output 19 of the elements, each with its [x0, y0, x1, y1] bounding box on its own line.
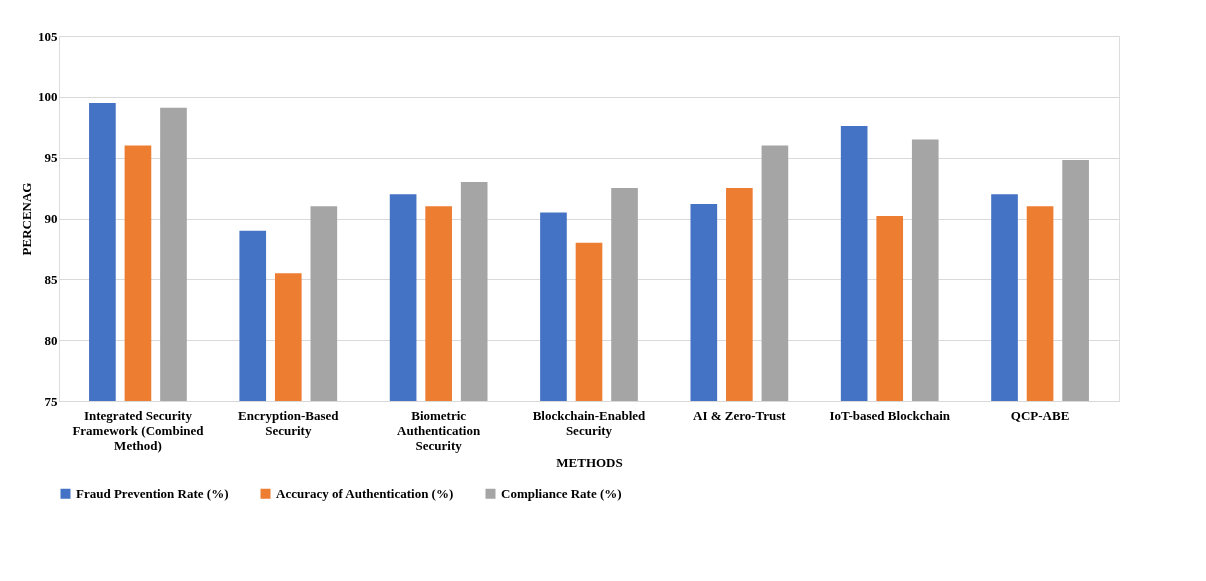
legend-label: Fraud Prevention Rate (%): [76, 485, 229, 501]
x-tick-label: Encryption-Based Security: [238, 407, 340, 438]
y-tick-label: 90: [44, 211, 58, 226]
x-tick-label: Integrated Security Framework (Combined Method): [72, 407, 205, 453]
x-tick-label: Biometric Authentication Security: [397, 407, 481, 453]
y-tick-label: 85: [44, 271, 58, 287]
y-tick-label: 105: [38, 28, 58, 44]
legend-label: Accuracy of Authentication (%): [276, 485, 454, 501]
y-axis-title: PERCENAG: [19, 182, 34, 256]
x-tick-label: IoT-based Blockchain: [829, 407, 951, 423]
x-tick-label: QCP-ABE: [1010, 407, 1070, 423]
x-tick-label: Blockchain-Enabled Security: [532, 407, 647, 438]
y-tick-label: 80: [44, 332, 58, 348]
y-tick-label: 95: [44, 150, 58, 166]
y-tick-label: 100: [38, 89, 58, 105]
x-tick-label: AI & Zero-Trust: [693, 407, 787, 423]
x-axis-title: METHODS: [556, 454, 623, 470]
legend-label: Compliance Rate (%): [501, 485, 622, 501]
y-tick-label: 75: [44, 393, 58, 409]
